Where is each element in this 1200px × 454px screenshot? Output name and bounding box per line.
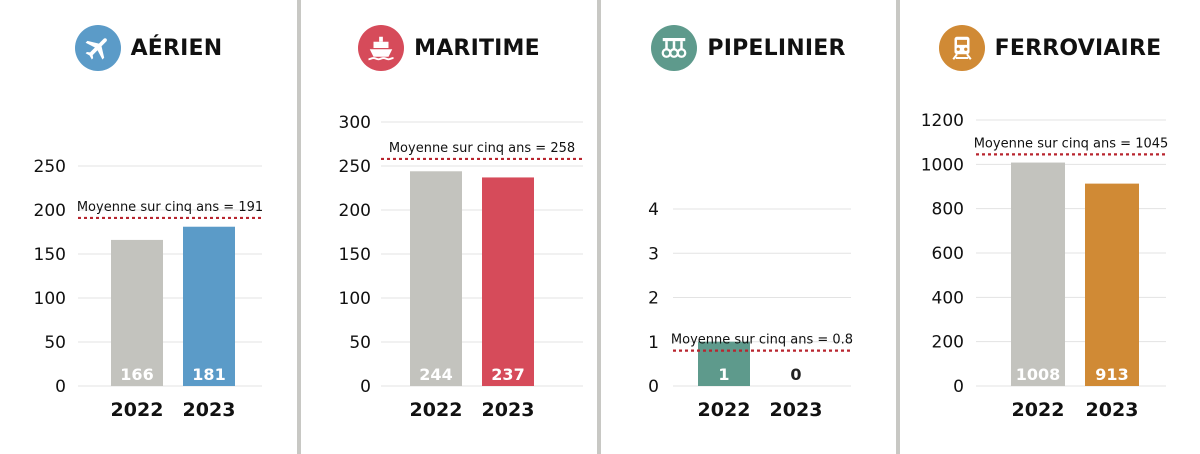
chart-pipelinier: 0 1 2 3 4 1 2022 0 2023 Moyenne sur cinq ans = 0.…: [648, 200, 853, 421]
average-label: Moyenne sur cinq ans = 258: [389, 141, 575, 156]
x-category-label: 2022: [111, 399, 164, 421]
y-tick-label: 2: [648, 289, 659, 309]
panel-aerien: AÉRIEN 0 50 100 150 200 250 166 2022 181 2023 Moye…: [0, 0, 297, 454]
bar-2022: [698, 341, 750, 386]
y-tick-label: 200: [932, 333, 964, 353]
y-tick-label: 150: [34, 245, 66, 265]
y-tick-label: 250: [34, 157, 66, 177]
panel-divider: [297, 0, 301, 454]
average-label: Moyenne sur cinq ans = 1045: [974, 136, 1169, 151]
x-category-label: 2023: [770, 399, 823, 421]
y-tick-label: 1000: [921, 155, 964, 175]
panel-header: AÉRIEN: [0, 25, 297, 71]
x-category-label: 2023: [183, 399, 236, 421]
panel-title: FERROVIAIRE: [994, 35, 1162, 61]
panel-title: PIPELINIER: [707, 35, 846, 61]
average-label: Moyenne sur cinq ans = 191: [77, 200, 263, 215]
bar-value-label: 913: [1095, 365, 1128, 384]
bar-value-label: 181: [192, 365, 225, 384]
y-tick-label: 150: [339, 245, 371, 265]
bar-value-label: 166: [120, 365, 153, 384]
bar-2022: [111, 239, 163, 386]
x-category-label: 2023: [1086, 399, 1139, 421]
x-category-label: 2022: [698, 399, 751, 421]
train-icon: [938, 25, 985, 71]
y-tick-label: 200: [339, 201, 371, 221]
panel-maritime: MARITIME 0 50 100 150 200 250 300 244 2022 237 202…: [301, 0, 597, 454]
panel-header: FERROVIAIRE: [900, 25, 1200, 71]
panel-header: PIPELINIER: [601, 25, 896, 71]
airplane-icon: [74, 25, 121, 71]
y-tick-label: 400: [932, 288, 964, 308]
y-tick-label: 600: [932, 244, 964, 264]
x-category-label: 2023: [482, 399, 535, 421]
x-category-label: 2022: [1012, 399, 1065, 421]
ship-icon: [358, 25, 405, 71]
chart-maritime: 0 50 100 150 200 250 300 244 2022 237 2023 Moyenne …: [339, 113, 583, 421]
panel-title: MARITIME: [414, 35, 540, 61]
y-tick-label: 0: [55, 377, 66, 397]
y-tick-label: 4: [648, 200, 659, 220]
y-tick-label: 100: [34, 289, 66, 309]
y-tick-label: 200: [34, 201, 66, 221]
bar-2023: [482, 177, 534, 386]
panel-divider: [896, 0, 900, 454]
y-tick-label: 250: [339, 157, 371, 177]
bar-2023: [183, 226, 235, 386]
panel-title: AÉRIEN: [130, 35, 223, 61]
average-label: Moyenne sur cinq ans = 0.8: [671, 333, 853, 348]
chart-ferroviaire: 0 200 400 600 800 1000 1200 1008 2022 913 2023 Moye…: [921, 111, 1169, 421]
pipeline-icon: [651, 25, 698, 71]
y-tick-label: 1200: [921, 111, 964, 131]
bar-2022: [410, 171, 462, 386]
panel-divider: [597, 0, 601, 454]
bar-value-label: 244: [419, 365, 452, 384]
y-tick-label: 50: [349, 333, 371, 353]
y-tick-label: 3: [648, 244, 659, 264]
bar-value-label: 1: [718, 365, 729, 384]
bar-value-label: 0: [790, 365, 801, 384]
bar-2023: [1085, 183, 1139, 386]
panel-header: MARITIME: [301, 25, 597, 71]
bar-value-label: 1008: [1016, 365, 1061, 384]
y-tick-label: 50: [44, 333, 66, 353]
y-tick-label: 300: [339, 113, 371, 133]
y-tick-label: 0: [953, 377, 964, 397]
bar-value-label: 237: [491, 365, 524, 384]
panel-ferroviaire: FERROVIAIRE 0 200 400 600 800 1000 1200 1008 202…: [900, 0, 1200, 454]
y-tick-label: 1: [648, 333, 659, 353]
x-category-label: 2022: [410, 399, 463, 421]
y-tick-label: 800: [932, 200, 964, 220]
y-tick-label: 0: [360, 377, 371, 397]
y-tick-label: 0: [648, 377, 659, 397]
chart-aerien: 0 50 100 150 200 250 166 2022 181 2023 Moyenne sur…: [34, 157, 264, 421]
panel-pipelinier: PIPELINIER 0 1 2 3 4 1 2022 0 2023 Moyenne sur ci…: [601, 0, 896, 454]
y-tick-label: 100: [339, 289, 371, 309]
bar-2022: [1011, 162, 1065, 386]
